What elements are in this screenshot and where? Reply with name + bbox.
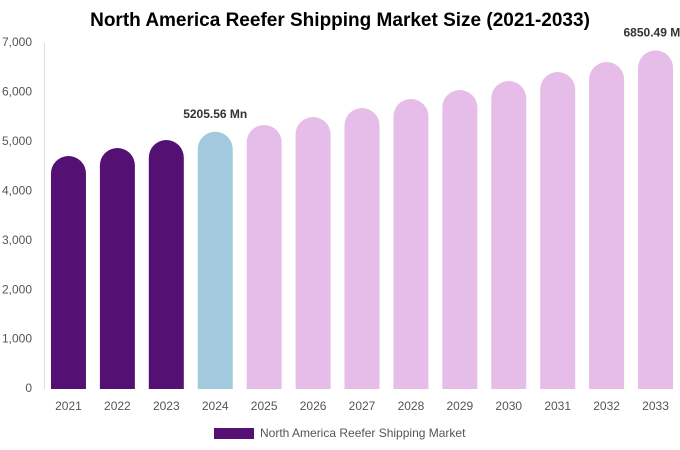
bar [638,50,674,389]
legend-swatch [214,428,254,439]
chart-title: North America Reefer Shipping Market Siz… [90,10,590,31]
x-tick-label: 2029 [446,399,473,413]
x-tick-label: 2022 [104,399,131,413]
x-tick-label: 2023 [153,399,180,413]
bar [344,107,380,390]
data-label: 6850.49 Mn [624,26,680,40]
x-tick-label: 2021 [55,399,82,413]
y-tick-label: 2,000 [2,282,32,296]
x-tick-label: 2024 [202,399,229,413]
x-tick-label: 2033 [642,399,669,413]
bar [540,72,576,389]
bar [491,81,527,390]
x-tick-label: 2027 [349,399,376,413]
x-tick-label: 2032 [593,399,620,413]
bar [197,131,233,390]
bar [589,62,625,389]
bar [246,125,282,390]
x-tick-label: 2026 [300,399,327,413]
y-tick-label: 5,000 [2,134,32,148]
x-tick-label: 2030 [495,399,522,413]
bar [148,140,184,389]
data-label: 5205.56 Mn [183,107,247,121]
bar [442,90,478,390]
bar [295,116,331,389]
bar [99,147,135,389]
bar [393,99,429,390]
y-tick-label: 7,000 [2,35,32,49]
y-tick-label: 4,000 [2,183,32,197]
x-tick-label: 2031 [544,399,571,413]
y-tick-label: 3,000 [2,233,32,247]
y-tick-label: 0 [25,381,32,395]
x-tick-label: 2028 [398,399,425,413]
legend-label: North America Reefer Shipping Market [260,426,466,440]
y-tick-label: 6,000 [2,85,32,99]
y-tick-label: 1,000 [2,332,32,346]
x-tick-label: 2025 [251,399,278,413]
bar [50,155,86,389]
